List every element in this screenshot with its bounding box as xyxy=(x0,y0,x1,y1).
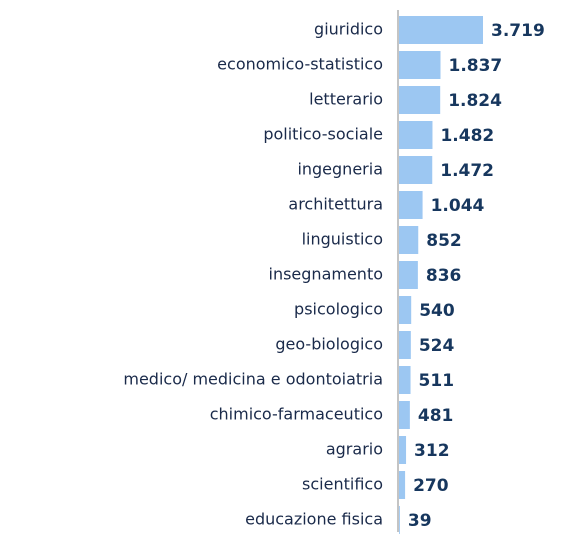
value-label: 1.482 xyxy=(440,126,494,146)
value-label: 312 xyxy=(414,441,450,461)
category-label: medico/ medicina e odontoiatria xyxy=(123,370,383,389)
category-label: geo-biologico xyxy=(275,335,383,354)
bar xyxy=(399,156,433,184)
value-label: 852 xyxy=(426,231,462,251)
value-label: 3.719 xyxy=(491,21,545,41)
bar xyxy=(399,226,419,254)
category-label: economico-statistico xyxy=(217,55,383,74)
category-label: giuridico xyxy=(314,20,383,39)
value-label: 511 xyxy=(419,371,455,391)
value-label: 1.837 xyxy=(448,56,502,76)
value-label: 524 xyxy=(419,336,455,356)
value-label: 1.472 xyxy=(440,161,494,181)
category-label: chimico-farmaceutico xyxy=(210,405,383,424)
bar xyxy=(399,506,400,534)
category-label: psicologico xyxy=(294,300,383,319)
bar xyxy=(399,16,483,44)
value-label: 1.824 xyxy=(448,91,502,111)
category-label: politico-sociale xyxy=(263,125,383,144)
category-label: educazione fisica xyxy=(245,510,383,529)
category-label: insegnamento xyxy=(269,265,384,284)
bar xyxy=(399,121,433,149)
bar xyxy=(399,331,411,359)
value-label: 481 xyxy=(418,406,454,426)
bar xyxy=(399,366,411,394)
bar xyxy=(399,86,441,114)
value-label: 39 xyxy=(408,511,432,531)
bar xyxy=(399,471,406,499)
category-label: letterario xyxy=(309,90,383,109)
value-label: 1.044 xyxy=(431,196,485,216)
bar xyxy=(399,191,423,219)
value-label: 540 xyxy=(419,301,455,321)
bar xyxy=(399,436,407,464)
category-label: agrario xyxy=(326,440,383,459)
category-label: scientifico xyxy=(302,475,383,494)
category-label: architettura xyxy=(288,195,383,214)
value-label: 270 xyxy=(413,476,449,496)
category-label: linguistico xyxy=(302,230,383,249)
bar xyxy=(399,261,418,289)
bar xyxy=(399,401,410,429)
bar xyxy=(399,51,441,79)
bar xyxy=(399,296,412,324)
value-label: 836 xyxy=(426,266,462,286)
category-label: ingegneria xyxy=(297,160,383,179)
